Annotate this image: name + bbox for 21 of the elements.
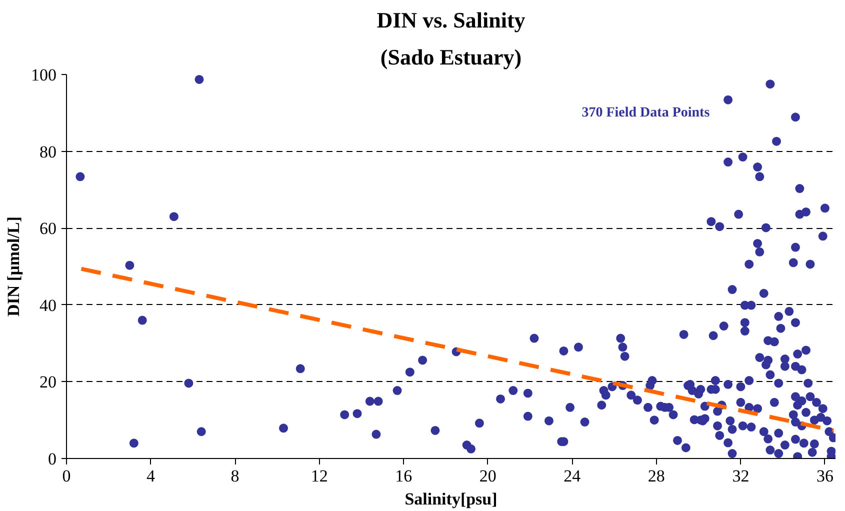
x-tick-label: 12 — [310, 466, 328, 486]
y-tick-label: 80 — [40, 142, 56, 162]
x-tick-label: 32 — [732, 466, 750, 486]
chart-title: DIN vs. Salinity — [376, 8, 526, 32]
chart-subtitle: (Sado Estuary) — [380, 44, 522, 70]
x-tick-label: 0 — [62, 466, 71, 486]
x-tick-label: 36 — [816, 466, 834, 486]
y-tick-label: 60 — [40, 219, 56, 238]
y-tick-label: 100 — [31, 66, 56, 84]
y-tick-label: 20 — [40, 372, 56, 392]
x-tick-label: 24 — [564, 466, 582, 486]
x-tick-label: 20 — [479, 466, 496, 486]
y-tick-label: 40 — [40, 296, 56, 315]
x-tick-label: 16 — [395, 466, 412, 486]
annotation: 370 Field Data Points — [582, 106, 710, 121]
x-tick-label: 8 — [230, 466, 240, 486]
y-tick-label: 0 — [48, 450, 56, 468]
x-axis-title: Salinity[psu] — [404, 490, 498, 508]
x-tick-label: 4 — [146, 466, 156, 486]
x-tick-label: 28 — [648, 466, 665, 486]
y-axis-title: DIN [µmol/L] — [4, 216, 23, 316]
